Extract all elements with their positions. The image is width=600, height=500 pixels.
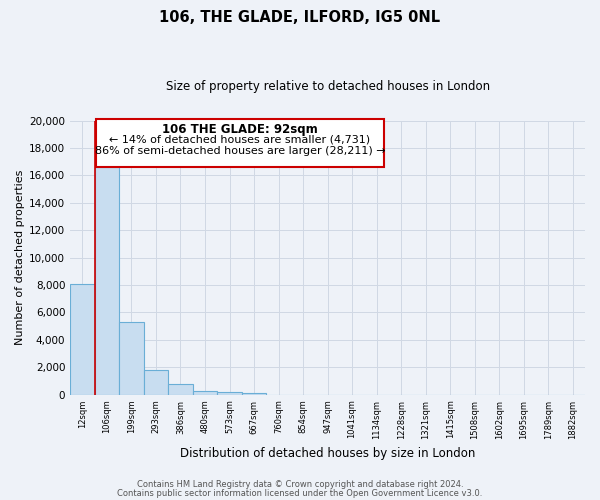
Bar [217, 392, 242, 394]
Bar [144, 370, 168, 394]
Text: 106 THE GLADE: 92sqm: 106 THE GLADE: 92sqm [162, 124, 318, 136]
Bar [168, 384, 193, 394]
Bar [95, 167, 119, 394]
Bar [70, 284, 95, 395]
Text: Contains public sector information licensed under the Open Government Licence v3: Contains public sector information licen… [118, 488, 482, 498]
Y-axis label: Number of detached properties: Number of detached properties [15, 170, 25, 346]
Text: 106, THE GLADE, ILFORD, IG5 0NL: 106, THE GLADE, ILFORD, IG5 0NL [160, 10, 440, 25]
Bar [193, 390, 217, 394]
Text: 86% of semi-detached houses are larger (28,211) →: 86% of semi-detached houses are larger (… [95, 146, 385, 156]
FancyBboxPatch shape [96, 119, 384, 167]
Text: Contains HM Land Registry data © Crown copyright and database right 2024.: Contains HM Land Registry data © Crown c… [137, 480, 463, 489]
Bar [242, 392, 266, 394]
Bar [119, 322, 144, 394]
Title: Size of property relative to detached houses in London: Size of property relative to detached ho… [166, 80, 490, 93]
X-axis label: Distribution of detached houses by size in London: Distribution of detached houses by size … [180, 447, 475, 460]
Text: ← 14% of detached houses are smaller (4,731): ← 14% of detached houses are smaller (4,… [109, 134, 371, 144]
